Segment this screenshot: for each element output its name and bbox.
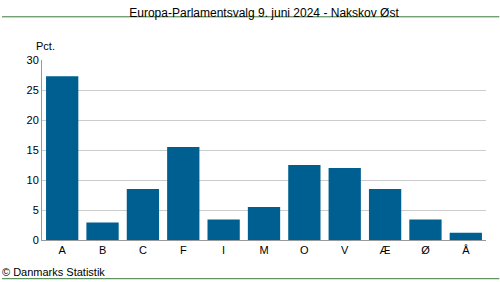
svg-text:25: 25 — [27, 84, 39, 96]
svg-text:5: 5 — [33, 204, 39, 216]
svg-text:15: 15 — [27, 144, 39, 156]
svg-text:10: 10 — [27, 174, 39, 186]
svg-text:F: F — [180, 244, 187, 256]
svg-text:V: V — [341, 244, 349, 256]
svg-text:I: I — [222, 244, 225, 256]
svg-text:Europa-Parlamentsvalg 9. juni: Europa-Parlamentsvalg 9. juni 2024 - Nak… — [129, 6, 399, 20]
svg-text:20: 20 — [27, 114, 39, 126]
svg-text:Pct.: Pct. — [36, 40, 55, 52]
svg-text:O: O — [300, 244, 309, 256]
svg-text:A: A — [59, 244, 67, 256]
svg-text:30: 30 — [27, 54, 39, 66]
svg-text:Ø: Ø — [421, 244, 430, 256]
svg-text:© Danmarks Statistik: © Danmarks Statistik — [2, 266, 105, 278]
svg-text:B: B — [99, 244, 106, 256]
svg-text:Æ: Æ — [380, 244, 391, 256]
svg-text:Å: Å — [462, 244, 470, 256]
svg-text:M: M — [259, 244, 268, 256]
svg-text:C: C — [139, 244, 147, 256]
svg-text:0: 0 — [33, 234, 39, 246]
